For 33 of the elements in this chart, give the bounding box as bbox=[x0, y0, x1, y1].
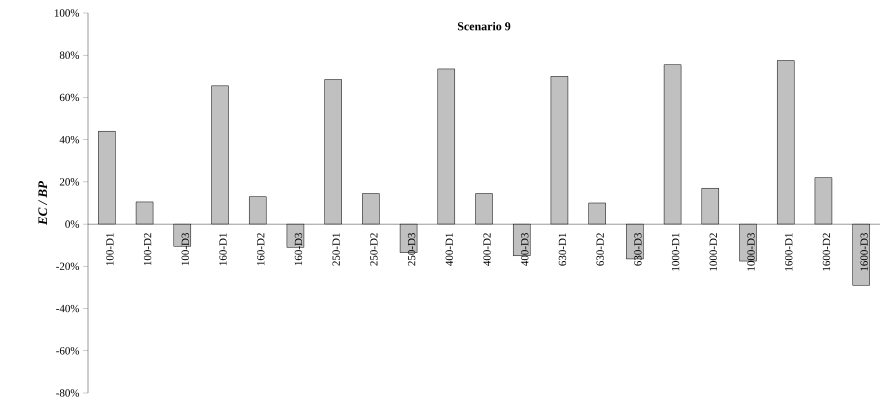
x-tick-label: 400-D1 bbox=[446, 233, 453, 266]
y-tick-label: -80% bbox=[56, 389, 80, 397]
x-tick-label: 1000-D2 bbox=[710, 233, 717, 271]
y-tick-label: 100% bbox=[54, 9, 80, 17]
x-tick-label: 100-D2 bbox=[144, 233, 152, 266]
x-tick-label: 630-D3 bbox=[634, 233, 642, 266]
y-tick-label: 0% bbox=[65, 220, 80, 228]
x-tick-label: 100-D1 bbox=[106, 233, 114, 266]
x-tick-label: 250-D3 bbox=[408, 233, 416, 266]
x-tick-label: 630-D2 bbox=[596, 233, 604, 266]
x-tick-label: 630-D1 bbox=[558, 233, 566, 266]
text: Scenario 9 bbox=[458, 22, 510, 30]
y-tick-label: -20% bbox=[56, 262, 80, 270]
y-tick-label: 60% bbox=[60, 94, 80, 102]
y-tick-label: 80% bbox=[60, 52, 80, 59]
x-tick-label: 1600-D1 bbox=[785, 233, 792, 271]
x-tick-label: 1600-D3 bbox=[860, 233, 868, 271]
y-tick-label: -60% bbox=[56, 347, 80, 354]
x-tick-label: 160-D2 bbox=[257, 233, 264, 266]
y-tick-label: 20% bbox=[60, 178, 80, 186]
x-tick-label: 400-D3 bbox=[521, 233, 528, 266]
x-tick-label: 400-D2 bbox=[483, 233, 491, 266]
x-tick-label: 160-D3 bbox=[294, 233, 302, 266]
y-tick-label: -40% bbox=[56, 304, 80, 312]
x-tick-label: 1000-D3 bbox=[747, 233, 755, 271]
x-tick-label: 160-D1 bbox=[219, 233, 227, 266]
x-tick-label: 1600-D2 bbox=[822, 233, 830, 271]
x-tick-label: 250-D2 bbox=[370, 233, 378, 266]
x-tick-label: 100-D3 bbox=[182, 233, 189, 266]
x-tick-label: 1000-D1 bbox=[672, 233, 680, 271]
x-tick-label: 250-D1 bbox=[332, 233, 340, 266]
y-axis-title: EC / BP bbox=[38, 180, 48, 226]
y-tick-label: 40% bbox=[60, 136, 80, 144]
